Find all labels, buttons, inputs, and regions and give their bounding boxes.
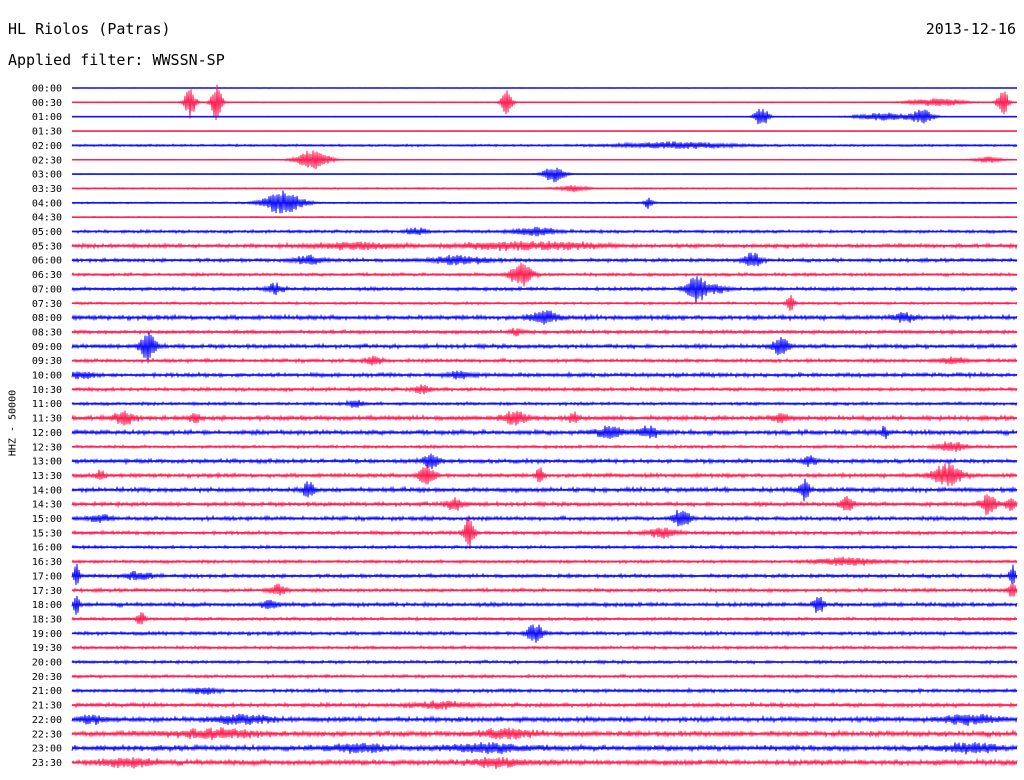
trace-line xyxy=(71,276,1018,305)
time-tick-label: 00:00 xyxy=(32,84,62,95)
time-tick-label: 06:00 xyxy=(32,256,62,267)
time-tick-label: 06:30 xyxy=(32,270,62,281)
time-tick-label: 18:30 xyxy=(32,614,62,625)
station-title: HL Riolos (Patras) xyxy=(8,20,171,38)
time-tick-label: 21:30 xyxy=(32,701,62,712)
trace-line xyxy=(71,332,1018,363)
trace-line xyxy=(71,167,1018,183)
time-tick-label: 07:30 xyxy=(32,299,62,310)
time-tick-label: 08:00 xyxy=(32,313,62,324)
time-tick-label: 14:30 xyxy=(32,500,62,511)
time-tick-label: 09:30 xyxy=(32,356,62,367)
time-tick-label: 18:00 xyxy=(32,600,62,611)
time-tick-label: 12:30 xyxy=(32,442,62,453)
trace-line xyxy=(71,190,1018,214)
time-tick-label: 20:00 xyxy=(32,658,62,669)
time-tick-label: 11:00 xyxy=(32,399,62,410)
time-tick-label: 03:00 xyxy=(32,170,62,181)
time-tick-label: 03:30 xyxy=(32,184,62,195)
time-tick-label: 13:30 xyxy=(32,471,62,482)
time-tick-label: 23:00 xyxy=(32,744,62,755)
time-tick-label: 08:30 xyxy=(32,327,62,338)
time-tick-label: 04:30 xyxy=(32,213,62,224)
time-tick-label: 04:00 xyxy=(32,198,62,209)
time-tick-label: 23:30 xyxy=(32,758,62,769)
time-tick-label: 11:30 xyxy=(32,414,62,425)
time-tick-label: 17:00 xyxy=(32,571,62,582)
time-tick-label: 19:30 xyxy=(32,643,62,654)
time-tick-label: 16:30 xyxy=(32,557,62,568)
time-tick-label: 01:00 xyxy=(32,112,62,123)
time-tick-label: 16:00 xyxy=(32,543,62,554)
time-tick-label: 02:30 xyxy=(32,155,62,166)
time-tick-label: 05:00 xyxy=(32,227,62,238)
time-tick-label: 10:00 xyxy=(32,371,62,382)
time-tick-label: 10:30 xyxy=(32,385,62,396)
time-tick-label: 17:30 xyxy=(32,586,62,597)
time-tick-label: 07:00 xyxy=(32,284,62,295)
time-tick-label: 12:00 xyxy=(32,428,62,439)
time-tick-label: 15:30 xyxy=(32,528,62,539)
time-tick-label: 20:30 xyxy=(32,672,62,683)
time-tick-label: 05:30 xyxy=(32,241,62,252)
filter-label: Applied filter: WWSSN-SP xyxy=(8,51,225,69)
time-tick-label: 15:00 xyxy=(32,514,62,525)
time-tick-label: 22:00 xyxy=(32,715,62,726)
trace-line xyxy=(71,563,1018,586)
time-tick-label: 21:00 xyxy=(32,686,62,697)
time-tick-label: 22:30 xyxy=(32,729,62,740)
time-tick-label: 00:30 xyxy=(32,98,62,109)
time-tick-label: 01:30 xyxy=(32,127,62,138)
time-tick-label: 19:00 xyxy=(32,629,62,640)
time-tick-label: 02:00 xyxy=(32,141,62,152)
date-label: 2013-12-16 xyxy=(925,20,1016,38)
time-tick-label: 13:00 xyxy=(32,457,62,468)
time-tick-label: 14:00 xyxy=(32,485,62,496)
time-tick-label: 09:00 xyxy=(32,342,62,353)
